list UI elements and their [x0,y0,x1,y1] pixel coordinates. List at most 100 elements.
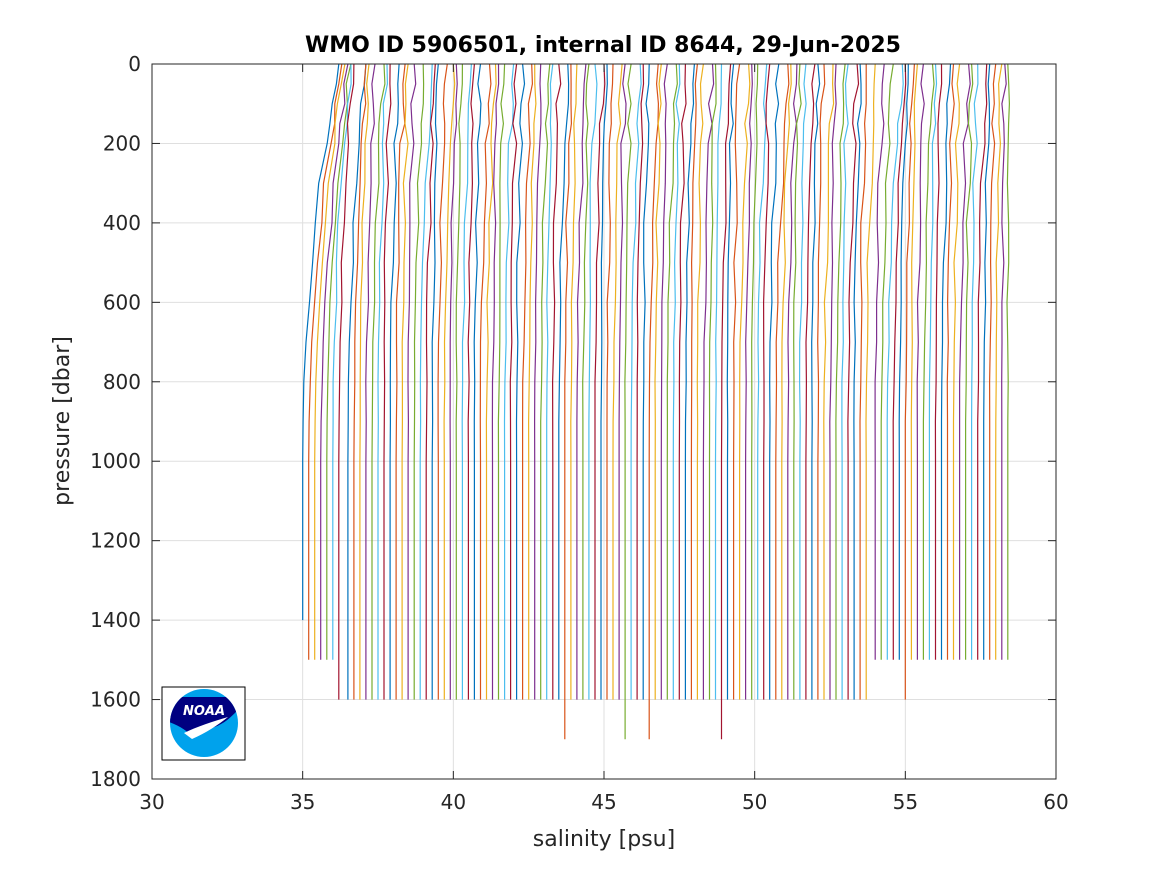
logo-bird-shape [170,697,238,737]
grid-lines [152,64,1056,779]
salinity-profile-line [672,63,681,700]
noaa-logo: NOAA [161,686,246,761]
logo-swoosh-shape [184,717,228,739]
salinity-profile-line [485,63,497,700]
salinity-profile-line [886,63,904,660]
salinity-profile-line [413,63,425,700]
salinity-profile-line [847,63,860,700]
salinity-profile-line [811,63,821,700]
salinity-profile-line [916,63,925,660]
salinity-profile-line [437,63,448,700]
salinity-profile-line [624,63,632,740]
salinity-profile-line [841,63,849,700]
salinity-profile-line [347,63,367,700]
salinity-profile-line [739,63,751,700]
salinity-profile-line [684,63,695,700]
salinity-profile-line [371,63,386,700]
salinity-profile-line [588,63,598,700]
salinity-profile-line [383,63,392,700]
salinity-profile-line [389,63,400,700]
x-axis-label: salinity [psu] [533,827,675,852]
salinity-profile-line [558,63,570,700]
salinity-profile-line [708,63,717,700]
salinity-profile-line [1001,63,1007,660]
salinity-profile-line [817,63,826,700]
salinity-profile-line [359,63,370,700]
salinity-profile-line [449,63,458,700]
salinity-profile-line [576,63,587,700]
salinity-profile-line [630,63,642,700]
salinity-profile-line [892,63,907,660]
salinity-profile-line [461,63,472,700]
salinity-profile-line [660,63,668,700]
salinity-profile-line [527,63,537,700]
chart-title: WMO ID 5906501, internal ID 8644, 29-Jun… [305,33,901,58]
salinity-profile-line [762,63,771,700]
salinity-profile-line [642,63,650,700]
salinity-profile-line [503,63,515,700]
salinity-profile-line [829,63,837,700]
salinity-profile-line [332,63,352,660]
x-tick-labels: 30 35 40 45 50 55 60 [139,790,1068,814]
salinity-profile-line [904,63,915,700]
y-tick-label: 1000 [90,449,141,473]
salinity-profile-line [431,63,439,700]
logo-text: NOAA [183,704,225,719]
salinity-profile-line [690,63,698,700]
salinity-profile-line [473,63,482,700]
salinity-profile-line [365,63,376,700]
y-tick-label: 800 [103,370,141,394]
x-tick-label: 50 [742,790,767,814]
salinity-profile-line [443,63,456,700]
y-tick-label: 400 [103,211,141,235]
y-tick-label: 1200 [90,529,141,553]
x-tick-label: 55 [893,790,918,814]
salinity-profile-line [865,63,876,700]
salinity-profile-line [1006,63,1011,660]
salinity-profile-line [533,63,542,700]
salinity-profile-line [320,63,349,660]
salinity-profile-line [509,63,518,700]
salinity-profile-line [880,63,894,660]
salinity-profile-line [600,63,608,700]
salinity-profile-line [798,63,807,700]
salinity-profile-line [455,63,463,700]
salinity-profile-line [745,63,753,700]
y-tick-label: 200 [103,131,141,155]
salinity-profile-line [353,63,367,700]
salinity-profile-line [636,63,645,700]
salinity-profile-line [546,63,554,700]
salinity-profile-line [959,63,971,660]
y-axis-label: pressure [dbar] [50,336,75,506]
x-tick-label: 40 [441,790,466,814]
salinity-profile-line [977,63,988,660]
salinity-profile-line [793,63,802,700]
salinity-profile-line [570,63,578,700]
salinity-profile-line [988,63,997,660]
salinity-profile-line [654,63,662,700]
salinity-profile-line [612,63,623,700]
salinity-profile-line [859,64,867,700]
salinity-profile-line [425,63,436,700]
salinity-profile-line [781,63,792,700]
salinity-profile-line [971,63,979,660]
salinity-profile-line [940,63,952,660]
salinity-profile-line [702,63,715,700]
salinity-profile-line [714,63,723,700]
salinity-profile-line [805,63,816,700]
salinity-profile-line [594,63,606,700]
salinity-profile-line [983,63,991,660]
x-tick-label: 45 [591,790,616,814]
profile-lines [302,63,1011,740]
salinity-profile-line [666,63,678,700]
salinity-profile-line [467,63,475,700]
salinity-profile-line [934,63,943,660]
salinity-profile-line [564,63,573,740]
salinity-profile-line [726,63,735,700]
salinity-profile-line [377,63,389,700]
salinity-profile-line [407,63,417,700]
salinity-profile-line [952,63,961,660]
salinity-profile-line [995,63,1003,660]
salinity-profile-line [823,63,835,700]
